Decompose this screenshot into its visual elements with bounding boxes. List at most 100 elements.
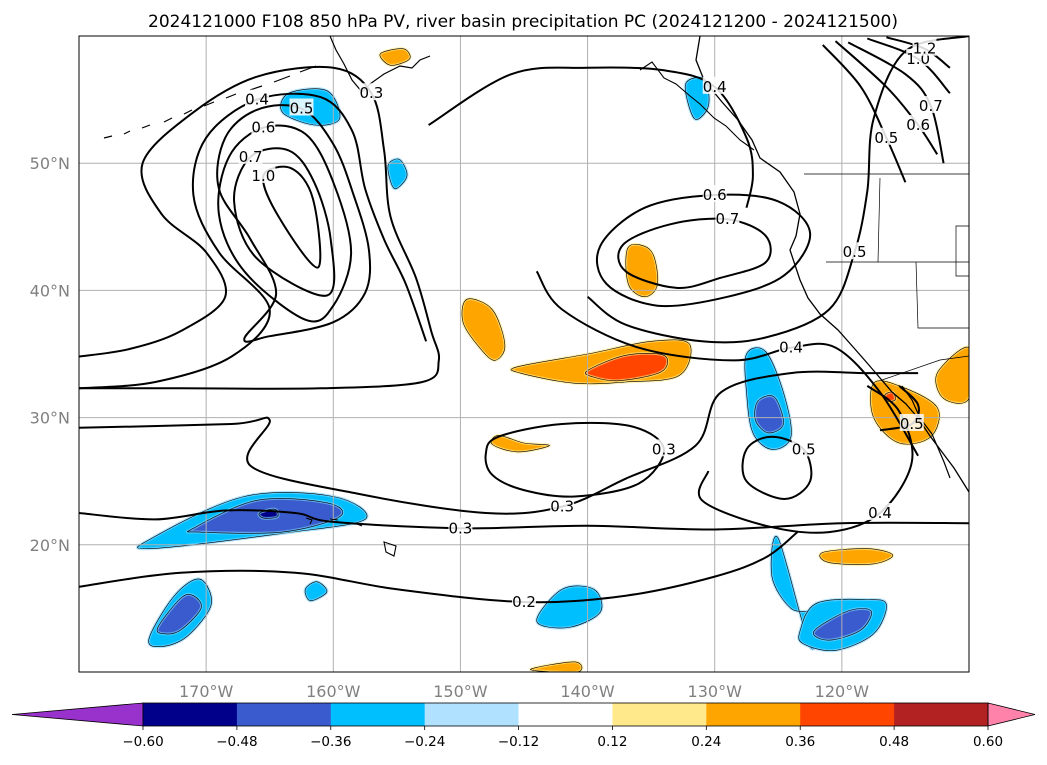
colorbar-label-6: 0.24 (691, 734, 721, 750)
colorbar-segment-4 (518, 703, 613, 726)
pv-contour-label-bg-8 (842, 242, 867, 260)
pv-contour-label-21: 0.3 (448, 519, 472, 537)
pv-contour-label-bg-15 (874, 127, 899, 145)
precip-region-outline-23 (935, 346, 969, 404)
colorbar-label-3: −0.24 (404, 734, 445, 750)
colorbar-segment-7 (800, 703, 895, 726)
colorbar-segment-5 (612, 703, 707, 726)
precip-region-outline-16 (625, 244, 659, 298)
colorbar-segment-3 (424, 703, 520, 726)
precip-region-outline-0 (137, 492, 368, 550)
pv-contour-label-13: 1.2 (913, 40, 937, 58)
pv-contour-label-bg-22 (512, 592, 536, 610)
colorbar-extend-high (987, 702, 1036, 727)
precip-region-outline-18 (585, 352, 668, 382)
colorbar-label-5: 0.12 (597, 734, 627, 750)
precip-region-outline-17 (510, 339, 692, 385)
pv-contour-11 (847, 41, 945, 164)
precip-region-outline-6 (536, 585, 603, 629)
pv-contour-22 (79, 531, 799, 604)
pv-contour-2 (216, 104, 372, 343)
colorbar-label-1: −0.48 (216, 734, 257, 750)
precip-region-outline-5 (304, 581, 328, 602)
colorbar-label-4: −0.12 (498, 734, 539, 750)
pv-contour-17 (484, 421, 665, 498)
pv-contour-label-bg-3 (251, 117, 276, 135)
pv-contour-8 (586, 36, 969, 344)
pv-contour-label-bg-5 (251, 165, 276, 183)
y-axis-ticks: 20°N 30°N 40°N 50°N (30, 154, 70, 555)
coastlines (103, 36, 969, 557)
precip-region-outline-1 (187, 498, 344, 534)
precip-region-23 (934, 345, 969, 405)
precip-region-outline-8 (798, 598, 887, 652)
coastline-baja (901, 385, 951, 479)
colorbar-extend-low (11, 702, 144, 727)
precip-region-outline-15 (461, 298, 506, 361)
colorbar-label-8: 0.48 (879, 734, 909, 750)
x-tick-label-1: 160°W (306, 682, 361, 701)
y-tick-label-3: 50°N (30, 154, 70, 173)
pv-contour-label-18: 0.4 (868, 504, 892, 522)
colorbar-label-2: −0.36 (310, 734, 351, 750)
chart-title: 2024121000 F108 850 hPa PV, river basin … (148, 12, 898, 32)
plot-frame (78, 35, 970, 673)
precip-region-19 (378, 47, 412, 67)
pv-contour-label-bg-13 (912, 38, 937, 56)
x-tick-label-4: 130°W (688, 682, 743, 701)
colorbar-segment-1 (236, 703, 332, 726)
pv-contour-1 (79, 92, 428, 390)
precip-region-outline-12 (280, 88, 341, 126)
pv-contour-label-9: 0.4 (779, 339, 803, 357)
pv-contour-3 (217, 124, 353, 323)
precip-region-outline-13 (387, 158, 408, 190)
x-tick-label-3: 140°W (560, 682, 615, 701)
pv-contour-label-8: 0.5 (843, 243, 867, 261)
precip-region-outline-3 (148, 578, 212, 648)
x-tick-label-0: 170°W (179, 682, 234, 701)
precip-region-6 (535, 584, 604, 630)
pv-contour-label-0: 0.3 (359, 84, 383, 102)
borders (804, 173, 969, 381)
pv-contour-label-7: 0.7 (715, 210, 739, 228)
pv-contour-label-4: 0.7 (239, 148, 263, 166)
pv-contour-15 (822, 44, 907, 183)
gridlines (79, 36, 969, 672)
pv-contour-label-bg-17 (651, 439, 676, 457)
pv-contour-label-bg-14 (906, 115, 931, 133)
pv-contour-label-5: 1.0 (251, 167, 275, 185)
y-tick-label-0: 20°N (30, 536, 70, 555)
precip-region-20 (489, 433, 551, 454)
y-tick-label-1: 30°N (30, 409, 70, 428)
pv-contour-14 (834, 40, 939, 155)
pv-contour-label-bg-9 (779, 337, 803, 355)
colorbar: −0.60 −0.48 −0.36 −0.24 −0.12 0.12 0.24 0.36 0.4… (11, 702, 1036, 750)
pv-contour-label-bg-1 (245, 89, 269, 107)
coastline-hawaii (305, 517, 397, 557)
pv-contour-label-bg-2 (289, 98, 314, 116)
colorbar-label-7: 0.36 (785, 734, 815, 750)
pv-contour-label-10: 0.4 (703, 78, 727, 96)
pv-contour-label-14: 0.6 (906, 116, 930, 134)
colorbar-label-0: −0.60 (122, 734, 163, 750)
pv-contour-label-16: 0.3 (550, 498, 574, 516)
pv-contours: 0.30.4 0.50.60.71.00.60.70.50.40.40.71.01… (79, 36, 969, 611)
pv-contour-label-bg-7 (715, 209, 740, 227)
precip-region-outline-20 (490, 435, 550, 453)
colorbar-segment-0 (143, 703, 238, 726)
colorbar-segment-2 (330, 703, 426, 726)
precip-region-outline-2 (258, 508, 279, 519)
pv-contour-label-bg-6 (702, 185, 727, 202)
pv-contour-16 (79, 370, 919, 515)
precip-region-outline-11 (754, 395, 784, 434)
x-tick-label-5: 120°W (815, 682, 870, 701)
pv-contour-label-11: 0.7 (919, 97, 943, 115)
precip-region-5 (303, 580, 329, 603)
y-tick-label-2: 40°N (30, 281, 70, 300)
pv-contour-label-bg-4 (238, 146, 263, 164)
precip-region-outline-19 (379, 48, 411, 66)
pv-contour-label-bg-20 (899, 413, 924, 431)
precip-region-outline-9 (813, 608, 872, 641)
pv-contour-0 (79, 65, 441, 390)
